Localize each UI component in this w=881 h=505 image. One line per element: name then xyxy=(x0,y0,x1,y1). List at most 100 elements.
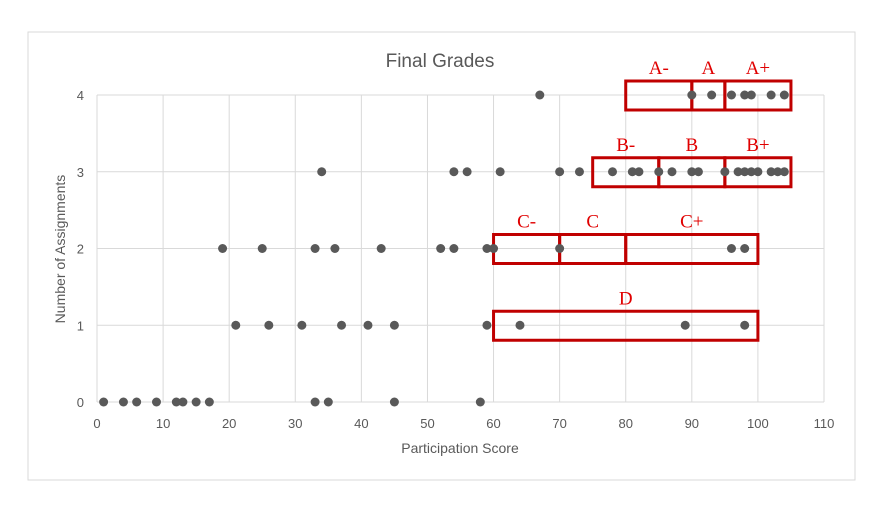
data-point xyxy=(766,90,776,100)
data-point xyxy=(574,167,584,177)
grade-label: C xyxy=(586,212,599,233)
data-point xyxy=(389,397,399,407)
chart-title: Final Grades xyxy=(386,51,495,72)
data-point xyxy=(746,167,756,177)
y-tick-label: 1 xyxy=(77,318,84,333)
x-tick-label: 100 xyxy=(747,416,769,431)
data-point xyxy=(687,167,697,177)
data-point xyxy=(779,90,789,100)
data-point xyxy=(475,397,485,407)
y-axis-title: Number of Assignments xyxy=(52,175,68,324)
data-point xyxy=(680,320,690,330)
data-point xyxy=(363,320,373,330)
grade-label: A xyxy=(701,58,715,79)
data-point xyxy=(171,397,181,407)
data-point xyxy=(191,397,201,407)
grade-label: B- xyxy=(616,135,635,156)
data-point xyxy=(204,397,214,407)
data-point xyxy=(257,244,267,253)
grade-label: B xyxy=(685,135,698,156)
data-point xyxy=(773,167,783,177)
data-point xyxy=(310,244,320,253)
data-point xyxy=(779,167,789,177)
data-point xyxy=(132,397,142,407)
x-tick-label: 0 xyxy=(93,416,100,431)
x-tick-labels: 0 10 20 30 40 50 60 70 80 90 100 110 xyxy=(93,416,834,431)
grade-box-aplus xyxy=(723,79,793,112)
grade-box-d xyxy=(492,309,760,342)
x-tick-label: 40 xyxy=(354,416,368,431)
data-point xyxy=(746,90,756,100)
data-point xyxy=(726,244,736,253)
y-tick-label: 4 xyxy=(77,88,84,103)
chart-area xyxy=(27,31,856,481)
data-point xyxy=(118,397,128,407)
data-point xyxy=(634,167,644,177)
data-point xyxy=(515,320,525,330)
data-point xyxy=(555,244,565,253)
data-point xyxy=(449,244,459,253)
y-tick-labels: 0 1 2 3 4 xyxy=(77,88,84,410)
data-point xyxy=(667,167,677,177)
y-tick-label: 3 xyxy=(77,165,84,180)
data-point xyxy=(687,90,697,100)
data-point xyxy=(489,244,499,253)
data-point xyxy=(720,167,730,177)
data-point xyxy=(389,320,399,330)
data-point xyxy=(436,244,446,253)
data-point xyxy=(555,167,565,177)
grade-labels: A- A A+ B- B B+ C- C C+ D xyxy=(517,58,770,309)
data-point xyxy=(231,320,241,330)
x-tick-label: 70 xyxy=(552,416,566,431)
data-point xyxy=(740,244,750,253)
data-point xyxy=(99,397,109,407)
grade-label: B+ xyxy=(746,135,769,156)
x-tick-label: 30 xyxy=(288,416,302,431)
data-point xyxy=(151,397,161,407)
x-tick-label: 60 xyxy=(486,416,500,431)
gridlines xyxy=(96,94,825,403)
x-tick-label: 10 xyxy=(156,416,170,431)
grade-box-cplus xyxy=(624,233,760,265)
data-points xyxy=(99,90,789,407)
x-axis-title: Participation Score xyxy=(401,440,519,456)
data-point xyxy=(297,320,307,330)
y-tick-label: 0 xyxy=(77,395,84,410)
data-point xyxy=(218,244,228,253)
grade-label: D xyxy=(619,288,633,309)
data-point xyxy=(376,244,386,253)
data-point xyxy=(726,90,736,100)
data-point xyxy=(654,167,664,177)
grade-boxes xyxy=(492,79,793,342)
data-point xyxy=(740,167,750,177)
data-point xyxy=(707,90,717,100)
data-point xyxy=(740,90,750,100)
data-point xyxy=(608,167,618,177)
grade-label: C- xyxy=(517,212,536,233)
x-tick-label: 90 xyxy=(685,416,699,431)
data-point xyxy=(753,167,763,177)
grade-label: A- xyxy=(649,58,669,79)
data-point xyxy=(495,167,505,177)
data-point xyxy=(482,320,492,330)
grade-label: A+ xyxy=(746,58,770,79)
data-point xyxy=(337,320,347,330)
x-tick-label: 80 xyxy=(618,416,632,431)
grade-label: C+ xyxy=(680,212,703,233)
data-point xyxy=(178,397,188,407)
data-point xyxy=(733,167,743,177)
x-tick-label: 50 xyxy=(420,416,434,431)
x-tick-label: 110 xyxy=(814,416,835,431)
data-point xyxy=(627,167,637,177)
y-tick-label: 2 xyxy=(77,242,84,257)
data-point xyxy=(740,320,750,330)
data-point xyxy=(310,397,320,407)
data-point xyxy=(535,90,545,100)
data-point xyxy=(323,397,333,407)
data-point xyxy=(330,244,340,253)
data-point xyxy=(449,167,459,177)
data-point xyxy=(766,167,776,177)
data-point xyxy=(317,167,327,177)
x-tick-label: 20 xyxy=(222,416,236,431)
